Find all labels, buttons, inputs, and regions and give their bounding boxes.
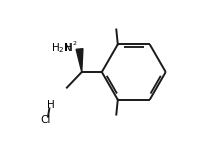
Text: H$_2$N: H$_2$N [51, 41, 72, 55]
Text: H: H [65, 43, 73, 53]
Polygon shape [76, 49, 83, 72]
Text: Cl: Cl [40, 115, 51, 125]
Text: $_2$: $_2$ [71, 39, 77, 48]
Text: H: H [47, 100, 55, 110]
